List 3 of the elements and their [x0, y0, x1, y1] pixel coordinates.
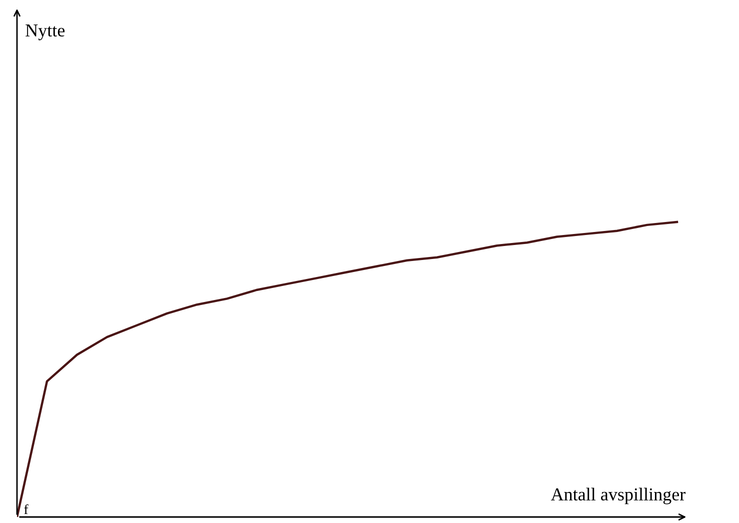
x-axis-title: Antall avspillinger	[550, 488, 686, 504]
annotation: f	[24, 504, 28, 514]
text: Nytte	[26, 24, 65, 40]
